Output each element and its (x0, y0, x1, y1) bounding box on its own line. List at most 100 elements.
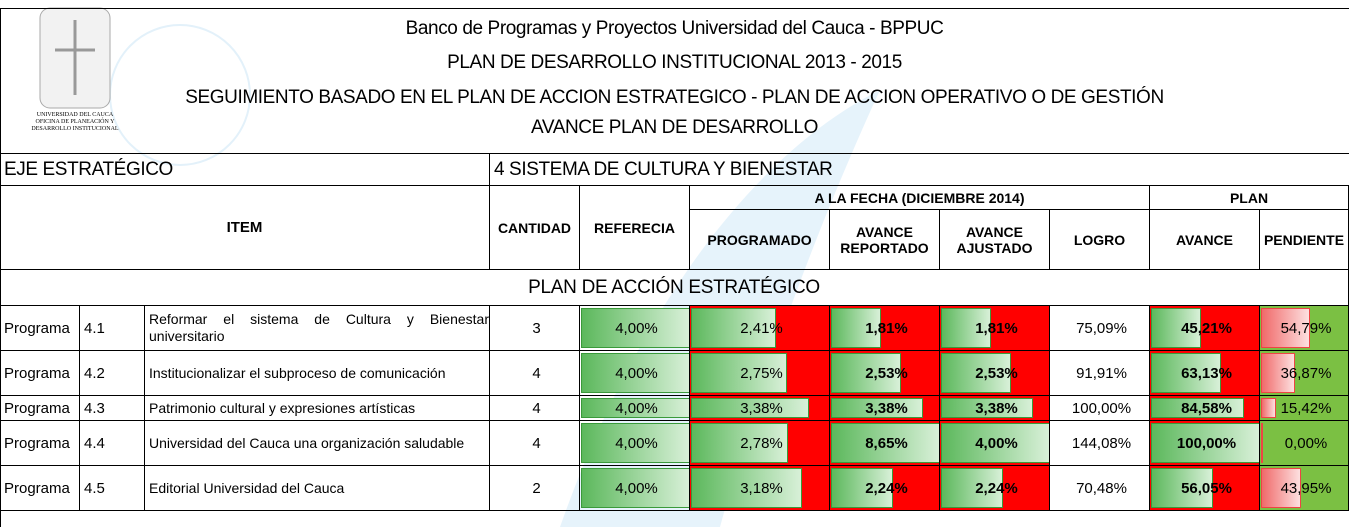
data-bar (581, 353, 689, 393)
cell: 56,05% (1150, 466, 1260, 511)
cell-text: Programa (4, 399, 70, 417)
data-bar (831, 468, 893, 508)
cell-text: 3,18% (740, 479, 783, 497)
data-bar (691, 468, 802, 508)
cell: 2,53% (940, 351, 1050, 396)
data-bar (691, 398, 809, 418)
cell: 100,00% (1050, 396, 1150, 421)
cell-text: Programa (4, 364, 70, 382)
cell-text: Editorial Universidad del Cauca (149, 479, 345, 496)
col-header: AVANCE AJUSTADO (940, 210, 1050, 270)
logo-line: UNIVERSIDAD DEL CAUCA (36, 112, 114, 118)
cell-text: 100,00% (1071, 399, 1132, 417)
cell-text: 4.1 (84, 319, 105, 337)
cell-text: Reformar el sistema de Cultura y Bienest… (149, 311, 489, 344)
cell-text: 4 (532, 364, 541, 382)
cell-text: Universidad del Cauca una organización s… (149, 434, 465, 451)
cell: 4,00% (580, 396, 690, 421)
cell-text: Programa (4, 479, 70, 497)
col-header: LOGRO (1050, 210, 1150, 270)
cell-text: 2,24% (865, 479, 908, 497)
cell: 2,41% (690, 306, 830, 351)
eje-label: EJE ESTRATÉGICO (0, 154, 490, 186)
col-header: AVANCE (1150, 210, 1260, 270)
cell-text: 4.5 (84, 479, 105, 497)
cell-text: 4,00% (615, 479, 658, 497)
cell-text: 56,05% (1181, 479, 1232, 497)
data-bar (1261, 308, 1311, 348)
cell-text: 2,75% (740, 364, 783, 382)
data-bar (1151, 308, 1202, 348)
cell-text: 1,81% (865, 319, 908, 337)
cell: Programa (0, 396, 80, 421)
col-header: REFERECIA (580, 186, 690, 270)
eje-value: 4 SISTEMA DE CULTURA Y BIENESTAR (490, 154, 1349, 186)
cell-text: 2,24% (975, 479, 1018, 497)
data-bar (691, 353, 788, 393)
cell-text: 2 (532, 479, 541, 497)
title-line: AVANCE PLAN DE DESARROLLO (530, 117, 819, 138)
cell: 36,87% (1260, 351, 1349, 396)
cell-text: 75,09% (1076, 319, 1127, 337)
cell-text: 15,42% (1280, 399, 1332, 417)
cell-text: 4,00% (615, 399, 658, 417)
data-bar (831, 353, 901, 393)
cell-text: 84,58% (1181, 399, 1232, 417)
data-bar (691, 308, 776, 348)
cell: 144,08% (1050, 421, 1150, 466)
cell: 3,38% (830, 396, 940, 421)
cell-text: 3,38% (865, 399, 908, 417)
cell-text: Programa (4, 434, 70, 452)
data-bar (1151, 423, 1259, 463)
cell: 2,78% (690, 421, 830, 466)
col-header: PROGRAMADO (690, 210, 830, 270)
data-bar (941, 308, 992, 348)
cell: 84,58% (1150, 396, 1260, 421)
cell: 4.2 (80, 351, 145, 396)
cell: 2,24% (940, 466, 1050, 511)
cell: 4 (490, 396, 580, 421)
cell: Programa (0, 351, 80, 396)
col-header: PENDIENTE (1260, 210, 1349, 270)
title-line: PLAN DE DESARROLLO INSTITUCIONAL 2013 - … (447, 52, 902, 73)
data-bar (1151, 353, 1221, 393)
cell: 4,00% (580, 466, 690, 511)
col-header: CANTIDAD (490, 186, 580, 270)
data-bar (1261, 353, 1295, 393)
cell-text: 2,53% (975, 364, 1018, 382)
cell: 3,38% (940, 396, 1050, 421)
cell-text: 100,00% (1176, 434, 1237, 452)
cell: 3,18% (690, 466, 830, 511)
cell-text: 4,00% (615, 364, 658, 382)
data-bar (1261, 423, 1263, 463)
title-line: SEGUIMIENTO BASADO EN EL PLAN DE ACCION … (185, 87, 1164, 108)
cell-text: 4 (532, 399, 541, 417)
title-line: Banco de Programas y Proyectos Universid… (405, 18, 944, 39)
cell: 4.4 (80, 421, 145, 466)
cell: 75,09% (1050, 306, 1150, 351)
cell-text: 3,38% (740, 399, 783, 417)
cell: 2,24% (830, 466, 940, 511)
cell-text: 4,00% (615, 434, 658, 452)
cell: 43,95% (1260, 466, 1349, 511)
cell: Patrimonio cultural y expresiones artíst… (145, 396, 490, 421)
cell-text: 4,00% (975, 434, 1018, 452)
cell: 4,00% (940, 421, 1050, 466)
cell: Programa (0, 306, 80, 351)
cell: 3 (490, 306, 580, 351)
cell: 15,42% (1260, 396, 1349, 421)
group-header: A LA FECHA (DICIEMBRE 2014) (690, 186, 1150, 210)
data-bar (1261, 468, 1301, 508)
cell-text: 0,00% (1284, 434, 1328, 452)
frame (0, 8, 1, 527)
data-bar (691, 423, 789, 463)
data-bar (831, 308, 882, 348)
cell: 4 (490, 351, 580, 396)
cell-text: 4.2 (84, 364, 105, 382)
cell: 91,91% (1050, 351, 1150, 396)
cell: Programa (0, 421, 80, 466)
cell-text: 144,08% (1071, 434, 1132, 452)
cell: 4,00% (580, 421, 690, 466)
cell: Institucionalizar el subproceso de comun… (145, 351, 490, 396)
